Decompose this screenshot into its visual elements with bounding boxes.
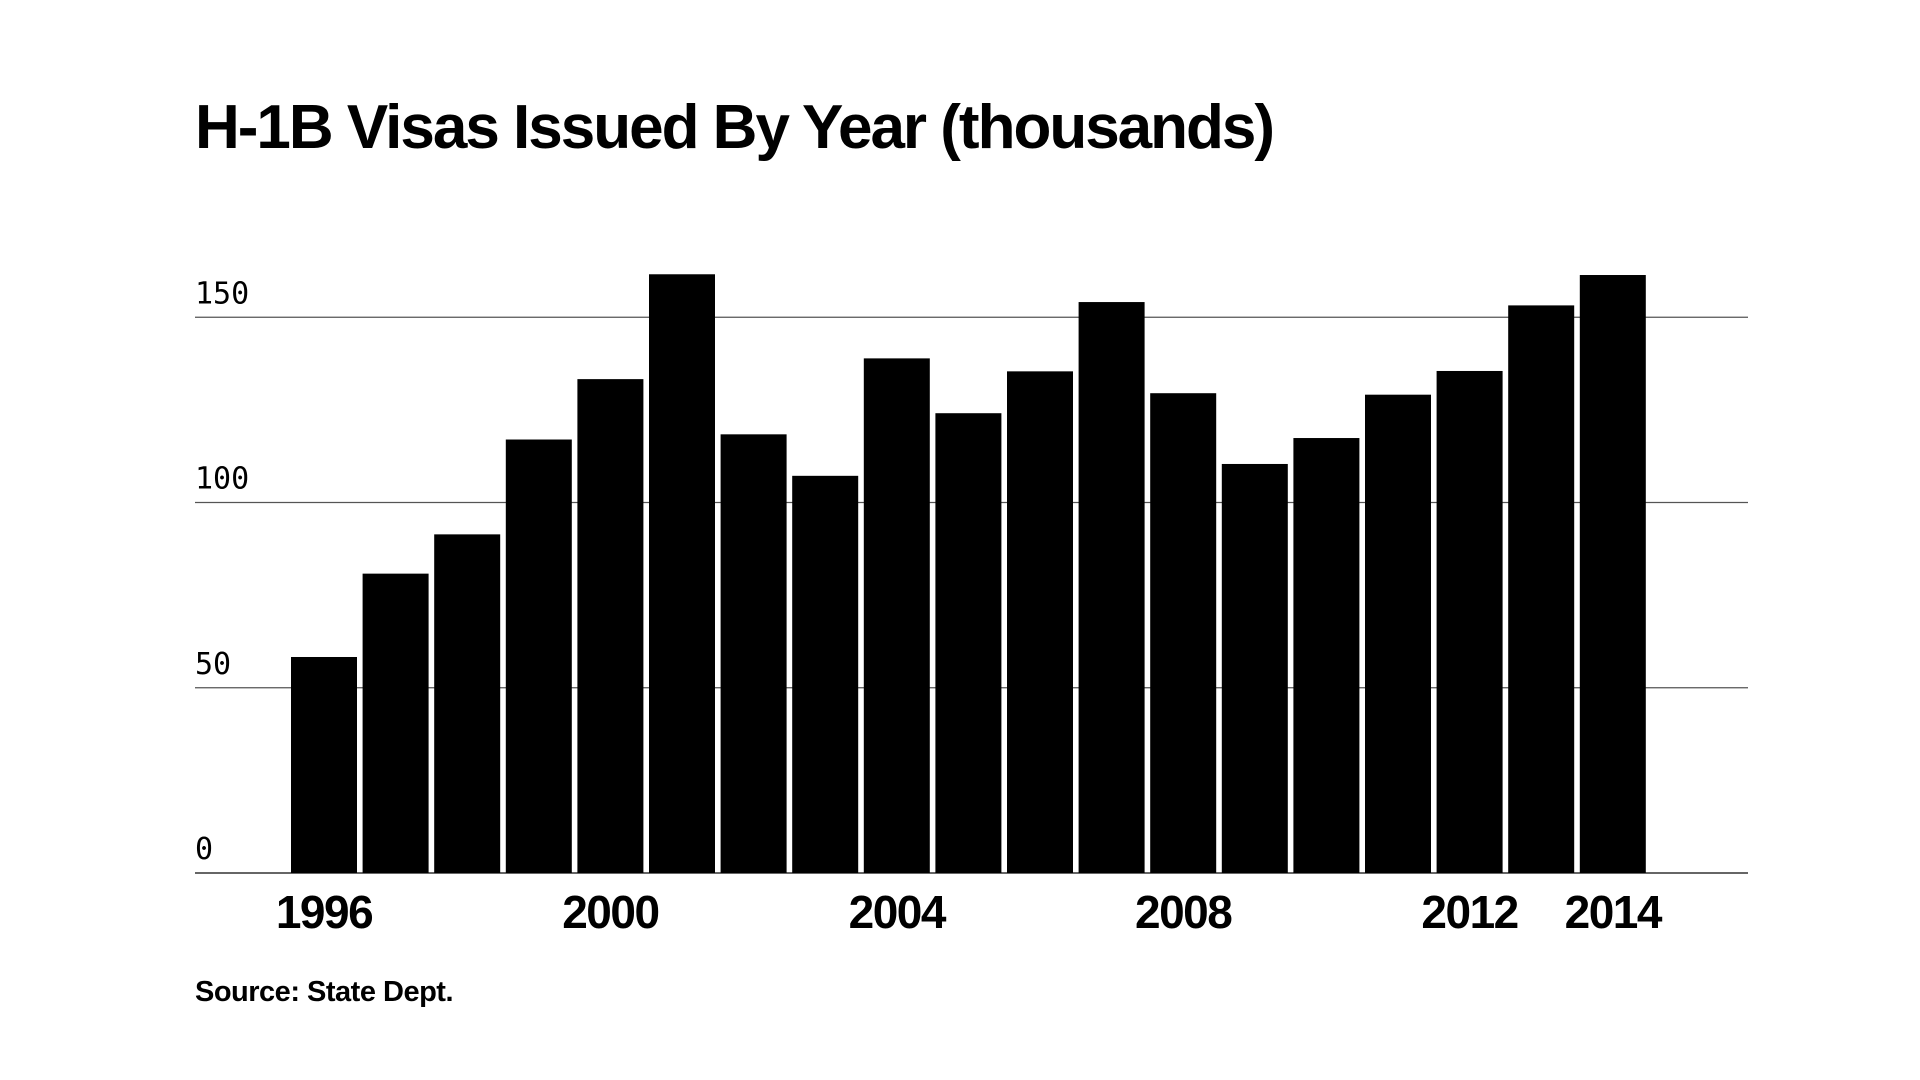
x-tick-label: 2004 [849,886,947,938]
x-tick-label: 2012 [1421,886,1517,938]
bar-2010 [1293,438,1360,873]
chart-title: H-1B Visas Issued By Year (thousands) [195,93,1275,162]
source-note: Source: State Dept. [195,976,454,1008]
bar-2013 [1508,305,1575,873]
bar-2004 [863,358,930,873]
bars [291,274,1646,874]
y-tick-label: 100 [195,462,249,497]
bar-2000 [577,379,644,873]
bar-1996 [291,656,357,873]
bar-2009 [1221,463,1288,873]
bar-2014 [1579,275,1646,873]
x-tick-label: 2014 [1565,886,1663,938]
bar-2012 [1436,370,1503,873]
bar-2003 [792,475,859,873]
x-tick-label: 2008 [1135,886,1232,938]
bar-2011 [1365,394,1431,873]
x-tick-label: 1996 [276,886,372,938]
bar-2006 [1007,371,1073,873]
bar-2008 [1150,393,1217,873]
bar-2002 [720,434,787,873]
bar-2001 [649,274,715,874]
y-tick-label: 150 [195,276,249,311]
y-axis-ticks: 0 50 100 150 [195,276,249,867]
y-tick-label: 50 [195,647,231,682]
bar-1998 [434,534,501,873]
bar-2005 [935,413,1002,873]
y-tick-label: 0 [195,832,213,867]
bar-1997 [362,573,429,873]
x-axis-ticks: 1996 2000 2004 2008 2012 2014 [276,886,1665,938]
x-tick-label: 2000 [562,886,658,938]
bar-1999 [505,439,572,873]
bar-2007 [1078,302,1145,873]
